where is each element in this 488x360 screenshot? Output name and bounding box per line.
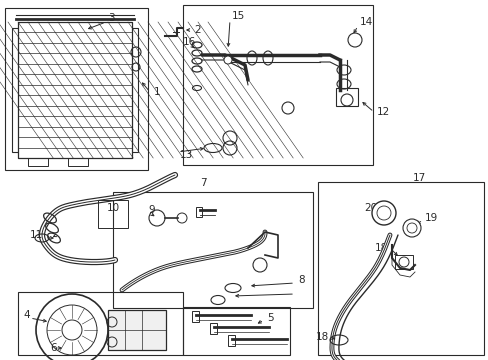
Text: 5: 5 [266,313,273,323]
Bar [113,192,312,308]
Text: 1: 1 [154,87,160,97]
Bar [18,292,183,355]
Text: 16: 16 [183,37,196,47]
Text: 9: 9 [148,205,154,215]
Text: 18: 18 [315,332,328,342]
Text: 3: 3 [108,13,114,23]
Bar [68,158,88,166]
Bar [5,8,148,170]
Bar [108,310,165,350]
Bar [183,307,289,355]
Bar [227,335,235,346]
Circle shape [282,102,293,114]
Text: 2: 2 [194,25,200,35]
Text: 13: 13 [180,150,193,160]
Bar [317,182,483,355]
Text: 7: 7 [200,178,206,188]
Text: 17: 17 [412,173,426,183]
Text: 8: 8 [297,275,304,285]
Text: 12: 12 [376,107,389,117]
Text: 10: 10 [106,203,120,213]
Bar [394,255,412,269]
Text: 4: 4 [23,310,30,320]
Text: 15: 15 [231,11,245,21]
Bar [98,200,128,228]
Text: 20: 20 [363,203,376,213]
Bar [18,22,132,158]
Bar [196,207,202,217]
Bar [335,88,357,106]
Text: 19: 19 [424,213,437,223]
Bar [209,323,217,334]
Bar [130,28,138,152]
Text: 18: 18 [374,243,387,253]
Bar [28,158,48,166]
Circle shape [224,56,231,64]
Text: 14: 14 [359,17,372,27]
Circle shape [402,219,420,237]
Text: 6: 6 [50,343,57,353]
Bar [12,28,20,152]
Text: 11: 11 [30,230,43,240]
Circle shape [371,201,395,225]
Bar [183,5,372,165]
Bar [192,311,199,322]
